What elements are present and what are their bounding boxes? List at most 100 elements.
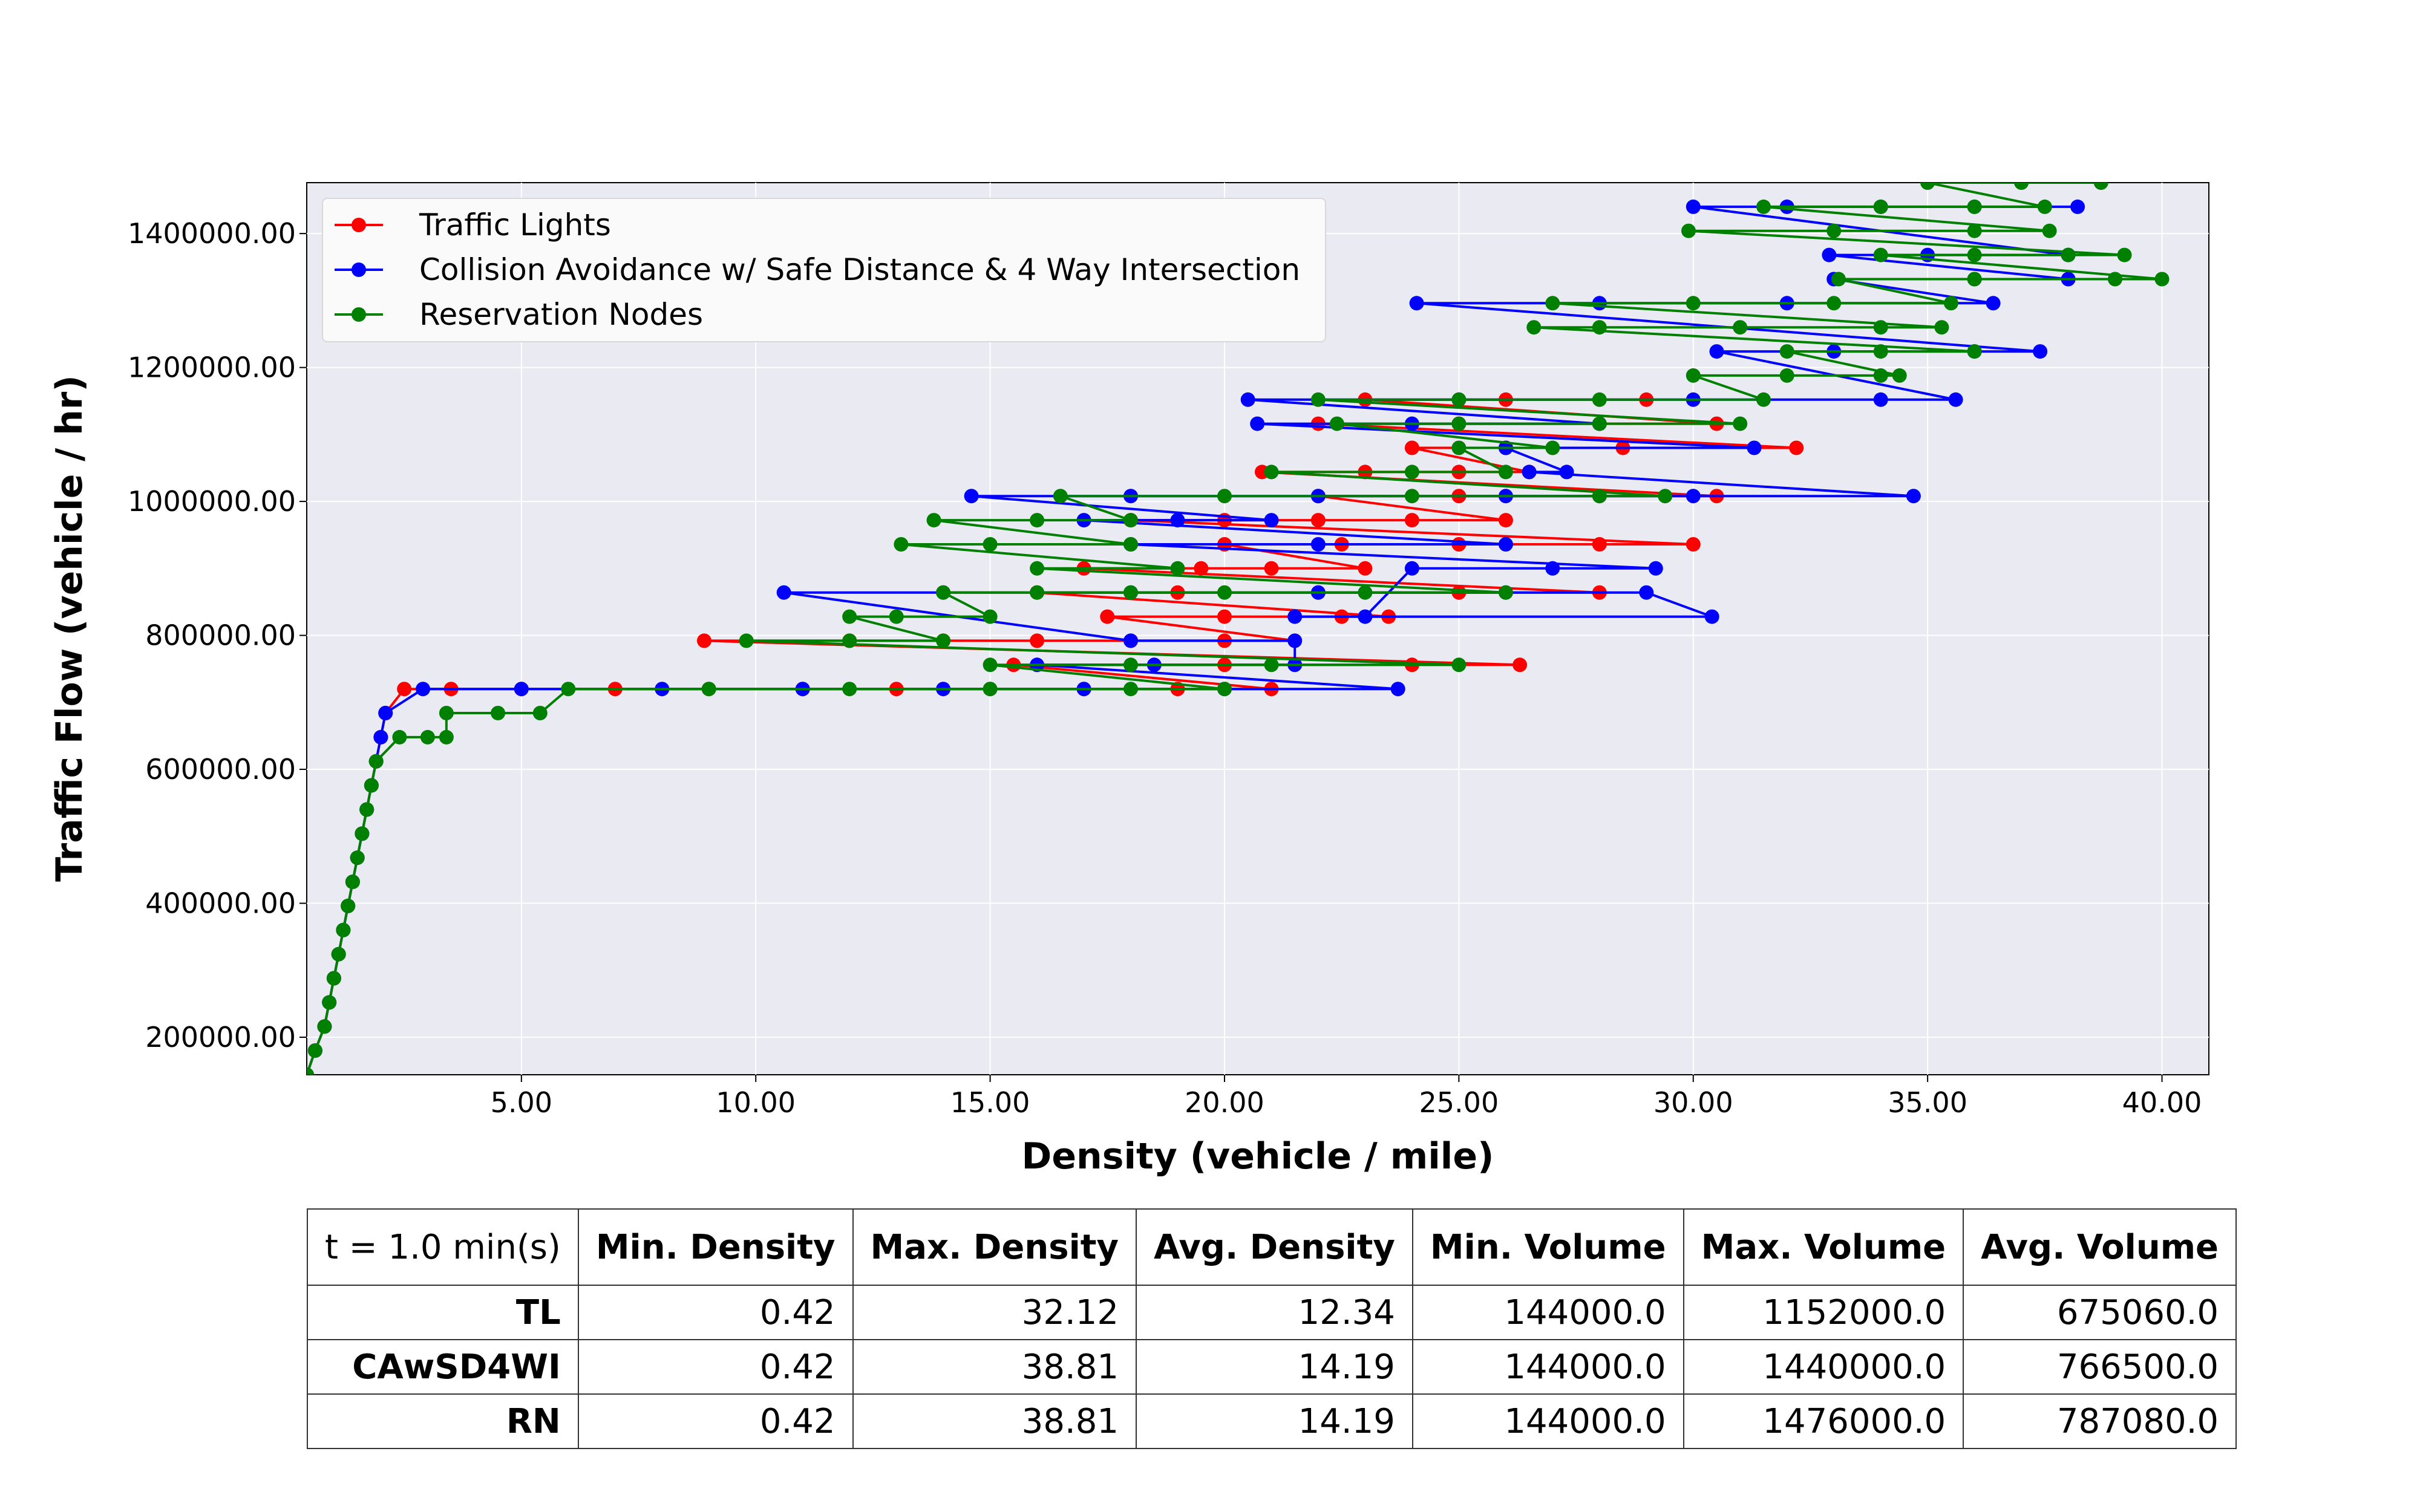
data-point — [1522, 464, 1537, 480]
y-tick-label: 800000.00 — [145, 619, 296, 652]
data-point — [1943, 296, 1958, 311]
row-label: CAwSD4WI — [307, 1339, 579, 1395]
data-point — [936, 585, 951, 600]
data-point — [491, 706, 506, 720]
table-cell: 14.19 — [1136, 1339, 1413, 1395]
column-header: Max. Volume — [1683, 1208, 1964, 1286]
x-tick-label: 25.00 — [1419, 1086, 1499, 1119]
data-point — [1264, 561, 1279, 576]
data-point — [1592, 489, 1607, 504]
x-tick-label: 20.00 — [1185, 1086, 1264, 1119]
y-tick-label: 1000000.00 — [128, 485, 296, 518]
data-point — [1545, 561, 1560, 576]
data-point — [1892, 368, 1907, 383]
column-header: Min. Volume — [1411, 1208, 1684, 1286]
data-point — [1264, 464, 1279, 480]
legend-marker — [352, 218, 366, 232]
data-point — [2070, 199, 2085, 214]
table-row: RN 0.42 38.81 14.19 144000.0 1476000.0 7… — [307, 1393, 2237, 1449]
data-point — [983, 657, 998, 673]
series-group — [307, 183, 2170, 1075]
data-point — [341, 898, 356, 913]
data-point — [1826, 223, 1842, 238]
table-cell: 1476000.0 — [1683, 1393, 1964, 1449]
data-point — [776, 585, 791, 600]
data-point — [2108, 272, 2122, 287]
data-point — [2117, 247, 2132, 262]
data-point — [1404, 440, 1419, 455]
data-point — [1404, 561, 1419, 576]
data-point — [2042, 223, 2057, 238]
data-point — [1789, 440, 1804, 455]
x-tick-label: 15.00 — [950, 1086, 1030, 1119]
data-point — [1592, 392, 1607, 407]
x-axis-title: Density (vehicle / mile) — [1022, 1135, 1494, 1178]
data-point — [317, 1019, 332, 1034]
data-point — [889, 609, 904, 624]
data-point — [1681, 223, 1696, 238]
y-tick-label: 1400000.00 — [128, 217, 296, 250]
legend-label: Collision Avoidance w/ Safe Distance & 4… — [419, 252, 1300, 287]
data-point — [1592, 320, 1607, 335]
legend-label: Reservation Nodes — [419, 297, 703, 332]
data-point — [1240, 392, 1255, 407]
data-point — [2014, 183, 2029, 190]
column-header: Avg. Volume — [1963, 1208, 2237, 1286]
data-point — [1217, 609, 1232, 624]
x-tick-label: 30.00 — [1653, 1086, 1733, 1119]
data-point — [368, 754, 384, 769]
data-point — [1873, 344, 1888, 359]
data-point — [1170, 561, 1185, 576]
data-point — [1170, 513, 1185, 528]
table-cell: 38.81 — [852, 1339, 1137, 1395]
data-point — [1658, 489, 1673, 504]
data-point — [1053, 489, 1068, 504]
data-point — [1545, 440, 1560, 455]
y-tick-label: 1200000.00 — [128, 351, 296, 384]
data-point — [1967, 272, 1982, 287]
data-point — [1920, 183, 1935, 190]
data-point — [983, 609, 998, 624]
flow-density-chart: 5.00 10.00 15.00 20.00 25.00 30.00 35.00 40.00 2… — [48, 182, 2209, 1178]
data-point — [1709, 344, 1724, 359]
data-point — [1310, 513, 1326, 528]
data-point — [1704, 609, 1719, 624]
data-point — [1287, 633, 1303, 648]
table-cell: 144000.0 — [1411, 1339, 1684, 1395]
data-point — [1194, 561, 1209, 576]
data-point — [2033, 344, 2048, 359]
data-point — [1831, 272, 1846, 287]
data-point — [842, 609, 857, 624]
data-point — [1030, 561, 1045, 576]
data-point — [1934, 320, 1949, 335]
table-cell: 0.42 — [577, 1285, 854, 1340]
data-point — [1264, 513, 1279, 528]
data-point — [1526, 320, 1542, 335]
data-point — [842, 633, 857, 648]
data-point — [1358, 585, 1373, 600]
data-point — [1873, 199, 1888, 214]
table-cell: 675060.0 — [1963, 1285, 2237, 1340]
column-header: Min. Density — [577, 1208, 854, 1286]
data-point — [514, 682, 529, 697]
data-point — [697, 633, 711, 648]
data-point — [378, 706, 393, 720]
data-point — [1217, 585, 1232, 600]
column-header: Avg. Density — [1136, 1208, 1413, 1286]
data-point — [439, 706, 454, 720]
tick-labels: 5.00 10.00 15.00 20.00 25.00 30.00 35.00 40.00 2… — [128, 217, 2202, 1119]
data-point — [1592, 416, 1607, 431]
data-point — [416, 682, 431, 697]
data-point — [936, 633, 951, 648]
x-tick-label: 40.00 — [2122, 1086, 2202, 1119]
data-point — [1310, 537, 1326, 552]
data-point — [1329, 416, 1344, 431]
y-tick-label: 200000.00 — [145, 1021, 296, 1054]
data-point — [1123, 513, 1138, 528]
data-point — [420, 729, 435, 745]
data-point — [1826, 296, 1842, 311]
row-label: RN — [307, 1393, 579, 1449]
table-cell: 144000.0 — [1411, 1393, 1684, 1449]
table-cell: 12.34 — [1136, 1285, 1413, 1340]
data-point — [1967, 223, 1982, 238]
